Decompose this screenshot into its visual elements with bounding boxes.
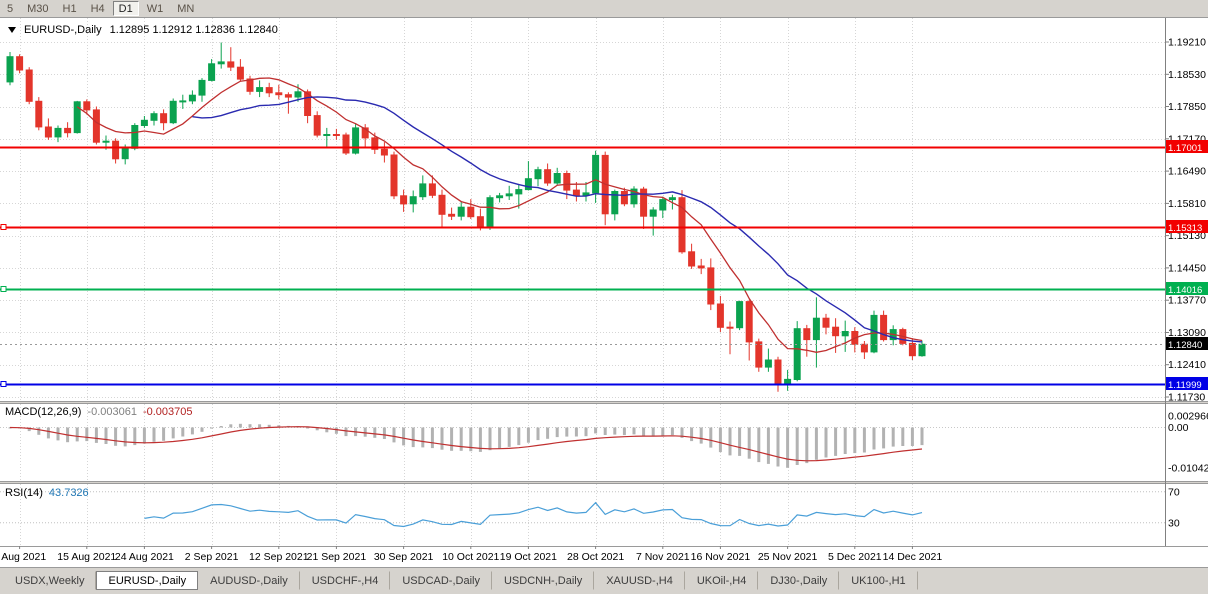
date-tick-label: 16 Nov 2021 (691, 551, 751, 563)
date-tick-label: 28 Oct 2021 (567, 551, 624, 563)
date-tick-label: 2 Sep 2021 (185, 551, 239, 563)
price-tick-label: 1.13090 (1168, 327, 1206, 339)
date-tick-label: 24 Aug 2021 (115, 551, 174, 563)
price-scale-tag-label: 1.12840 (1168, 340, 1202, 351)
chart-title: EURUSD-,Daily 1.12895 1.12912 1.12836 1.… (8, 24, 278, 36)
price-tick-label: 1.15130 (1168, 230, 1206, 242)
date-tick-label: 30 Sep 2021 (374, 551, 434, 563)
timeframe-button-mn[interactable]: MN (177, 3, 195, 15)
panel-splitter[interactable] (0, 481, 1208, 484)
date-tick-label: 25 Nov 2021 (758, 551, 818, 563)
price-tick-label: 1.13770 (1168, 295, 1206, 307)
timeframe-button-h1[interactable]: H1 (62, 3, 77, 15)
date-tick-label: 19 Oct 2021 (500, 551, 557, 563)
price-tick-label: 1.14450 (1168, 262, 1206, 274)
chart-tab-bar: USDX,Weekly EURUSD-,Daily AUDUSD-,Daily USD… (0, 567, 1208, 594)
macd-tick-label: 0.00 (1168, 422, 1189, 434)
price-scale-tag-label: 1.14016 (1168, 285, 1202, 296)
rsi-axis[interactable]: 70 30 (1168, 486, 1180, 529)
timeframe-button-d1[interactable]: D1 (112, 1, 139, 16)
price-tick-label: 1.12410 (1168, 359, 1206, 371)
chart-tab[interactable]: DJ30-,Daily (758, 571, 840, 590)
timeframe-button-w1[interactable]: W1 (146, 3, 164, 15)
macd-label: MACD(12,26,9) -0.003061 -0.003705 (5, 406, 193, 418)
line-handle[interactable] (0, 381, 7, 387)
date-tick-label: 5 Dec 2021 (828, 551, 882, 563)
chart-tab[interactable]: XAUUSD-,H4 (594, 571, 685, 590)
rsi-name: RSI(14) (5, 487, 43, 499)
macd-value: -0.003061 (87, 406, 137, 418)
line-handle[interactable] (0, 224, 7, 230)
rsi-label: RSI(14) 43.7326 (5, 487, 89, 499)
chart-area: 1.19210 1.18530 1.17850 1.17170 1.16490 1.158… (0, 18, 1208, 567)
rsi-line (144, 501, 923, 528)
chart-tab[interactable]: UKOil-,H4 (685, 571, 759, 590)
chart-background (0, 18, 1208, 567)
macd-tick-label: 0.002966 (1168, 411, 1208, 423)
timeframe-button-5[interactable]: 5 (7, 3, 14, 15)
date-tick-label: 15 Aug 2021 (57, 551, 116, 563)
macd-tick-label: -0.010422 (1168, 463, 1208, 475)
grid (0, 18, 1165, 546)
timeframe-button-h4[interactable]: H4 (90, 3, 105, 15)
chart-tab[interactable]: AUDUSD-,Daily (198, 571, 300, 590)
panel-splitter[interactable] (0, 401, 1208, 404)
line-handle[interactable] (0, 286, 7, 292)
date-tick-label: 21 Sep 2021 (307, 551, 367, 563)
price-scale-tag (1166, 377, 1208, 390)
price-tick-label: 1.17850 (1168, 101, 1206, 113)
price-scale-tag (1166, 282, 1208, 295)
price-tick-label: 1.19210 (1168, 37, 1206, 49)
date-tick-label: 7 Nov 2021 (636, 551, 690, 563)
price-axis[interactable]: 1.192101.185301.178501.171701.164901.158… (1165, 37, 1206, 404)
price-tick-label: 1.15810 (1168, 198, 1206, 210)
chart-tab[interactable]: USDCNH-,Daily (492, 571, 595, 590)
timeframe-toolbar: 5 M30 H1 H4 D1 W1 MN (0, 0, 1208, 18)
price-scale-tag (1166, 337, 1208, 350)
chart-symbol-label: EURUSD-,Daily (24, 24, 102, 36)
date-tick-label: 5 Aug 2021 (0, 551, 46, 563)
price-tick-label: 1.16490 (1168, 166, 1206, 178)
timeframe-button-m30[interactable]: M30 (27, 3, 49, 15)
rsi-tick-label: 30 (1168, 517, 1180, 529)
chart-tab[interactable]: USDCHF-,H4 (300, 571, 391, 590)
rsi-tick-label: 70 (1168, 486, 1180, 498)
macd-name: MACD(12,26,9) (5, 406, 82, 418)
rsi-value: 43.7326 (48, 487, 89, 499)
macd-signal-value: -0.003705 (142, 406, 193, 418)
price-scale-tag-label: 1.11999 (1168, 380, 1202, 391)
ma-fast-line (76, 77, 923, 353)
date-tick-label: 12 Sep 2021 (249, 551, 309, 563)
price-scale-tag-label: 1.17001 (1168, 143, 1202, 154)
price-scale-tag-label: 1.15313 (1168, 223, 1202, 234)
ma-slow-line (192, 96, 923, 343)
chart-tab[interactable]: UK100-,H1 (839, 571, 918, 590)
symbol-dropdown-icon[interactable] (8, 27, 16, 33)
chart-tab[interactable]: EURUSD-,Daily (96, 571, 199, 590)
chart-canvas[interactable]: 1.192101.185301.178501.171701.164901.158… (0, 18, 1208, 567)
chart-ohlc-values: 1.12895 1.12912 1.12836 1.12840 (109, 24, 278, 36)
price-tick-label: 1.18530 (1168, 69, 1206, 81)
price-scale-tag (1166, 220, 1208, 233)
price-tick-label: 1.11730 (1168, 392, 1205, 404)
price-scale-tag (1166, 140, 1208, 153)
chart-tab[interactable]: USDX,Weekly (3, 571, 97, 590)
macd-signal-line (9, 426, 923, 462)
date-tick-label: 10 Oct 2021 (442, 551, 499, 563)
date-tick-label: 14 Dec 2021 (883, 551, 943, 563)
chart-tab[interactable]: USDCAD-,Daily (390, 571, 492, 590)
